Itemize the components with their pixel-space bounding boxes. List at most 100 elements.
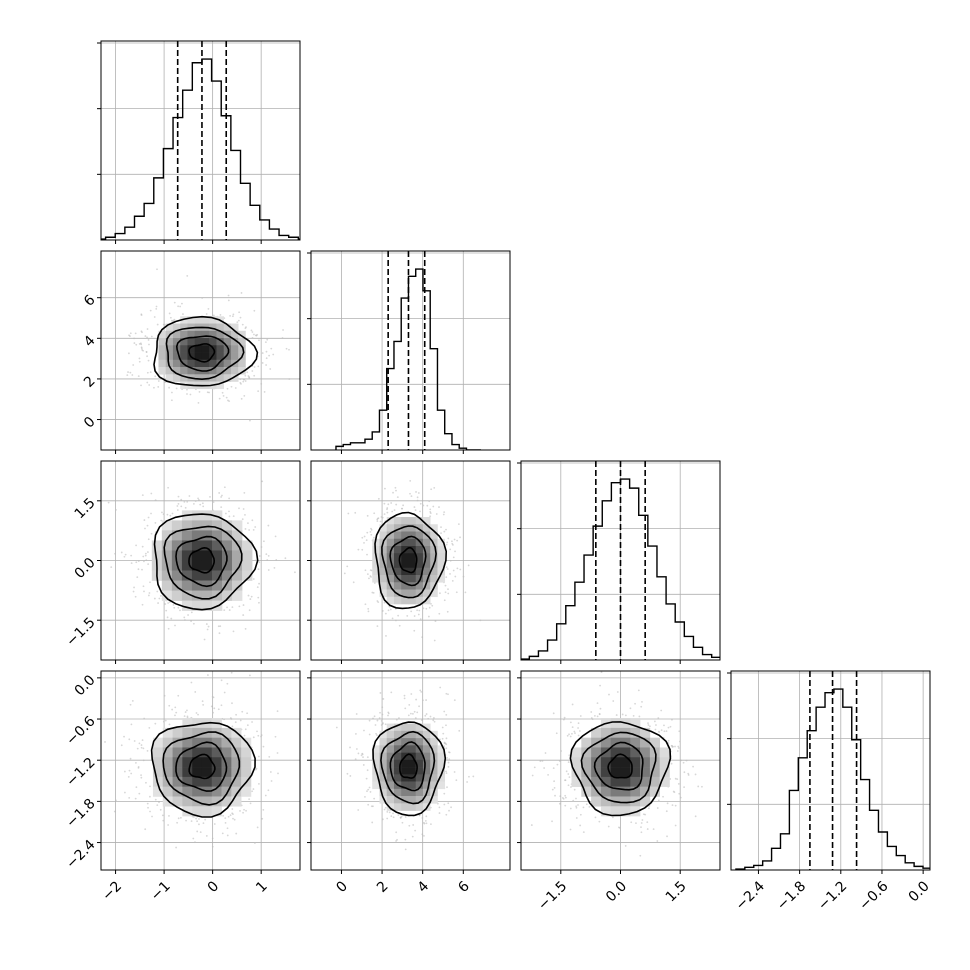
sample-point [186, 275, 189, 277]
sample-point [232, 630, 235, 633]
sample-point [147, 563, 150, 566]
sample-point [288, 348, 290, 351]
density [530, 671, 703, 857]
density-cell [181, 600, 193, 611]
sample-point [366, 573, 369, 576]
sample-point [194, 691, 197, 693]
sample-point [425, 822, 428, 825]
density-cell [172, 737, 183, 748]
sample-point [372, 591, 375, 594]
y-tick-label: −1.2 [63, 755, 98, 790]
density-cell [216, 338, 225, 346]
density-cell [430, 796, 438, 804]
sample-point [249, 419, 251, 422]
density-cell [430, 738, 438, 746]
sample-point [281, 337, 284, 339]
panel-0-0 [97, 40, 301, 244]
sample-point [568, 733, 570, 736]
sample-point [352, 581, 355, 584]
sample-point [406, 615, 409, 617]
sample-point [674, 777, 677, 780]
sample-point [246, 724, 249, 727]
density-cell [408, 745, 417, 753]
density-cell [401, 567, 409, 576]
density-cell [386, 524, 395, 532]
sample-point [420, 690, 423, 693]
sample-point [261, 362, 264, 364]
sample-point [231, 315, 234, 318]
sample-point [276, 710, 279, 713]
x-tick-label: −2 [99, 878, 125, 904]
density-cell [222, 570, 233, 581]
sample-point [284, 557, 287, 560]
sample-point [701, 785, 703, 788]
sample-point [383, 808, 386, 811]
sample-point [387, 714, 389, 717]
panel-3-1: 0 2 4 6 [307, 670, 511, 896]
sample-point [600, 671, 603, 674]
density-cell [191, 510, 203, 521]
sample-point [640, 826, 642, 829]
density [126, 268, 291, 422]
sample-point [355, 713, 358, 715]
sample-point [671, 718, 673, 721]
sample-point [203, 638, 206, 641]
sample-point [219, 314, 222, 316]
density-cell [221, 786, 232, 797]
density-cell [600, 737, 612, 748]
sample-point [429, 508, 432, 511]
density-cell [393, 738, 402, 746]
density-cell [161, 540, 173, 551]
sample-point [404, 816, 407, 818]
density-cell [216, 374, 225, 382]
sample-point [133, 740, 136, 742]
density-cell [232, 540, 243, 551]
sample-point [555, 732, 558, 735]
sample-point [224, 822, 227, 824]
density-cell [393, 752, 402, 761]
density-cell [408, 589, 417, 598]
sample-point [354, 511, 357, 514]
density-cell [408, 517, 417, 525]
sample-point [142, 759, 145, 762]
sample-point [445, 737, 448, 740]
sample-point [265, 350, 268, 353]
sample-point [146, 524, 149, 527]
sample-point [226, 606, 228, 609]
sample-point [144, 828, 147, 831]
density-cell [162, 796, 173, 807]
sample-point [265, 553, 268, 556]
density-cell [181, 580, 193, 591]
density-cell [415, 723, 424, 732]
density-cell [201, 330, 210, 339]
sample-point [395, 718, 398, 721]
density-cell [393, 723, 402, 732]
density-cell [379, 567, 388, 576]
density-cell [171, 530, 183, 541]
sample-point [177, 606, 180, 609]
sample-point [285, 347, 288, 350]
density-cell [401, 759, 409, 768]
sample-point [213, 707, 216, 710]
sample-point [663, 724, 665, 727]
contour-level [398, 546, 418, 574]
sample-point [403, 697, 406, 700]
sample-point [361, 548, 364, 551]
density-cell [379, 730, 388, 739]
sample-point [244, 728, 247, 731]
density-cell [379, 752, 388, 761]
sample-point [558, 760, 561, 762]
sample-point [541, 760, 544, 762]
sample-point [380, 724, 383, 726]
density-cell [211, 560, 223, 571]
sample-point [591, 718, 594, 721]
sample-point [155, 307, 158, 310]
sample-point [364, 603, 367, 606]
density-cell [415, 796, 424, 804]
sample-point [438, 506, 440, 508]
density-cell [401, 596, 409, 605]
density-cell [180, 330, 188, 339]
sample-point [402, 504, 405, 507]
contour-level [163, 525, 243, 600]
sample-point [459, 568, 462, 571]
